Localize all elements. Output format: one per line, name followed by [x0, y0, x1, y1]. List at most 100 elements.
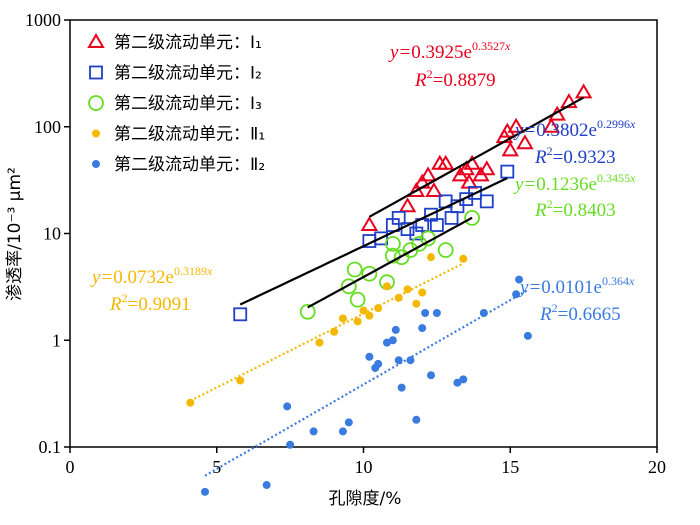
marker-dot: [353, 317, 362, 326]
marker-dot: [382, 282, 391, 291]
fit-equation: y=0.0732e0.3189x: [90, 264, 213, 288]
marker-triangle: [507, 117, 525, 133]
marker-square: [429, 218, 444, 232]
fit-line: [368, 96, 585, 218]
marker-dot: [374, 359, 383, 368]
equation-part: =: [553, 147, 564, 168]
legend-item: 第二级流动单元：Ⅰ₃: [88, 94, 262, 114]
marker-dot: [453, 378, 462, 387]
marker-triangle: [460, 173, 478, 189]
plot-frame: [69, 19, 658, 448]
marker-triangle: [419, 166, 437, 182]
marker-circle: [384, 247, 401, 264]
marker-circle: [346, 261, 363, 278]
marker-dot: [479, 308, 488, 317]
legend-label: 第二级流动单元：Ⅰ₂: [114, 64, 262, 84]
series: [299, 210, 480, 320]
equation-part: R: [534, 200, 547, 221]
r-squared: R2=0.9091: [109, 291, 191, 315]
y-tick-label: 1: [52, 330, 61, 350]
marker-triangle: [501, 141, 519, 157]
fit-equation: y=0.3925e0.3527x: [388, 39, 511, 63]
equation-part: 2: [122, 291, 128, 305]
fit-line: [307, 216, 473, 309]
equation-part: y=: [90, 267, 113, 288]
marker-square: [374, 231, 389, 246]
equation-part: 0.0101: [541, 277, 593, 298]
equation-part: 0.1236: [536, 174, 588, 195]
marker-circle: [299, 303, 316, 320]
x-axis-label: 孔隙度/%: [329, 489, 402, 509]
marker-dot: [388, 336, 397, 345]
equation-part: 0.3455: [597, 171, 630, 185]
y-axis-label: 渗透率/10⁻³ μm²: [5, 167, 25, 301]
marker-dot: [459, 375, 468, 384]
equation-part: x: [206, 264, 213, 278]
y-tick-label: 1000: [25, 10, 61, 30]
marker-dot: [365, 311, 374, 320]
equation-part: x: [629, 117, 636, 131]
marker-triangle: [516, 134, 534, 150]
r-squared: R2=0.9323: [534, 144, 616, 168]
marker-dot: [365, 352, 374, 361]
legend-label: 第二级流动单元：Ⅱ₂: [114, 155, 265, 175]
series: [233, 164, 515, 322]
marker-circle: [437, 242, 454, 258]
legend-swatch: [87, 33, 105, 48]
fit-line: [239, 177, 508, 306]
marker-dot: [512, 290, 521, 299]
y-tick-label: 100: [34, 117, 61, 137]
marker-square: [391, 211, 406, 225]
marker-dot: [315, 338, 324, 347]
equation-part: e: [589, 120, 597, 141]
equation-part: 0.364: [602, 274, 629, 288]
equation-part: R: [414, 70, 427, 91]
equation-part: y=: [513, 120, 536, 141]
x-tick-label: 0: [66, 457, 75, 477]
legend-label: 第二级流动单元：Ⅱ₁: [114, 125, 265, 145]
fit-line: [204, 289, 529, 477]
marker-dot: [406, 356, 415, 365]
fit-equation: y=0.1236e0.3455x: [513, 171, 636, 195]
marker-dot: [286, 440, 295, 449]
marker-square: [479, 194, 494, 209]
marker-circle: [340, 278, 357, 295]
equation-part: 2: [547, 197, 553, 211]
marker-dot: [421, 308, 430, 317]
equation-part: =: [128, 294, 139, 315]
r-squared: R2=0.6665: [539, 301, 621, 325]
equation-part: =: [558, 304, 569, 325]
equation-part: y=: [518, 277, 541, 298]
marker-dot: [338, 314, 347, 323]
fit-line: [189, 262, 464, 402]
equation-part: R: [109, 294, 122, 315]
legend-swatch: [92, 160, 100, 168]
equation-part: e: [464, 42, 472, 63]
equation-part: 0.6665: [568, 304, 620, 325]
marker-dot: [309, 427, 318, 436]
legend-swatch: [92, 129, 100, 138]
x-tick-label: 20: [648, 457, 666, 477]
marker-dot: [403, 285, 412, 294]
r-squared: R2=0.8403: [534, 197, 616, 221]
y-tick-label: 10: [43, 224, 61, 244]
marker-triangle: [398, 197, 417, 213]
equation-part: 0.8403: [563, 200, 615, 221]
marker-triangle: [574, 83, 593, 99]
equation-part: e: [166, 267, 174, 288]
marker-dot: [359, 306, 368, 315]
r-squared: R2=0.8879: [414, 67, 496, 91]
marker-dot: [201, 487, 210, 496]
marker-dot: [412, 299, 421, 308]
equation-part: 2: [552, 301, 558, 315]
equation-part: 0.9091: [138, 294, 190, 315]
marker-dot: [338, 427, 347, 436]
equation-part: 0.3802: [536, 120, 588, 141]
legend-label: 第二级流动单元：Ⅰ₃: [114, 94, 262, 114]
legend-item: 第二级流动单元：Ⅱ₁: [92, 125, 265, 145]
marker-dot: [418, 324, 427, 333]
y-tick-label: 0.1: [39, 437, 62, 457]
marker-circle: [349, 291, 366, 308]
equation-part: e: [594, 277, 602, 298]
